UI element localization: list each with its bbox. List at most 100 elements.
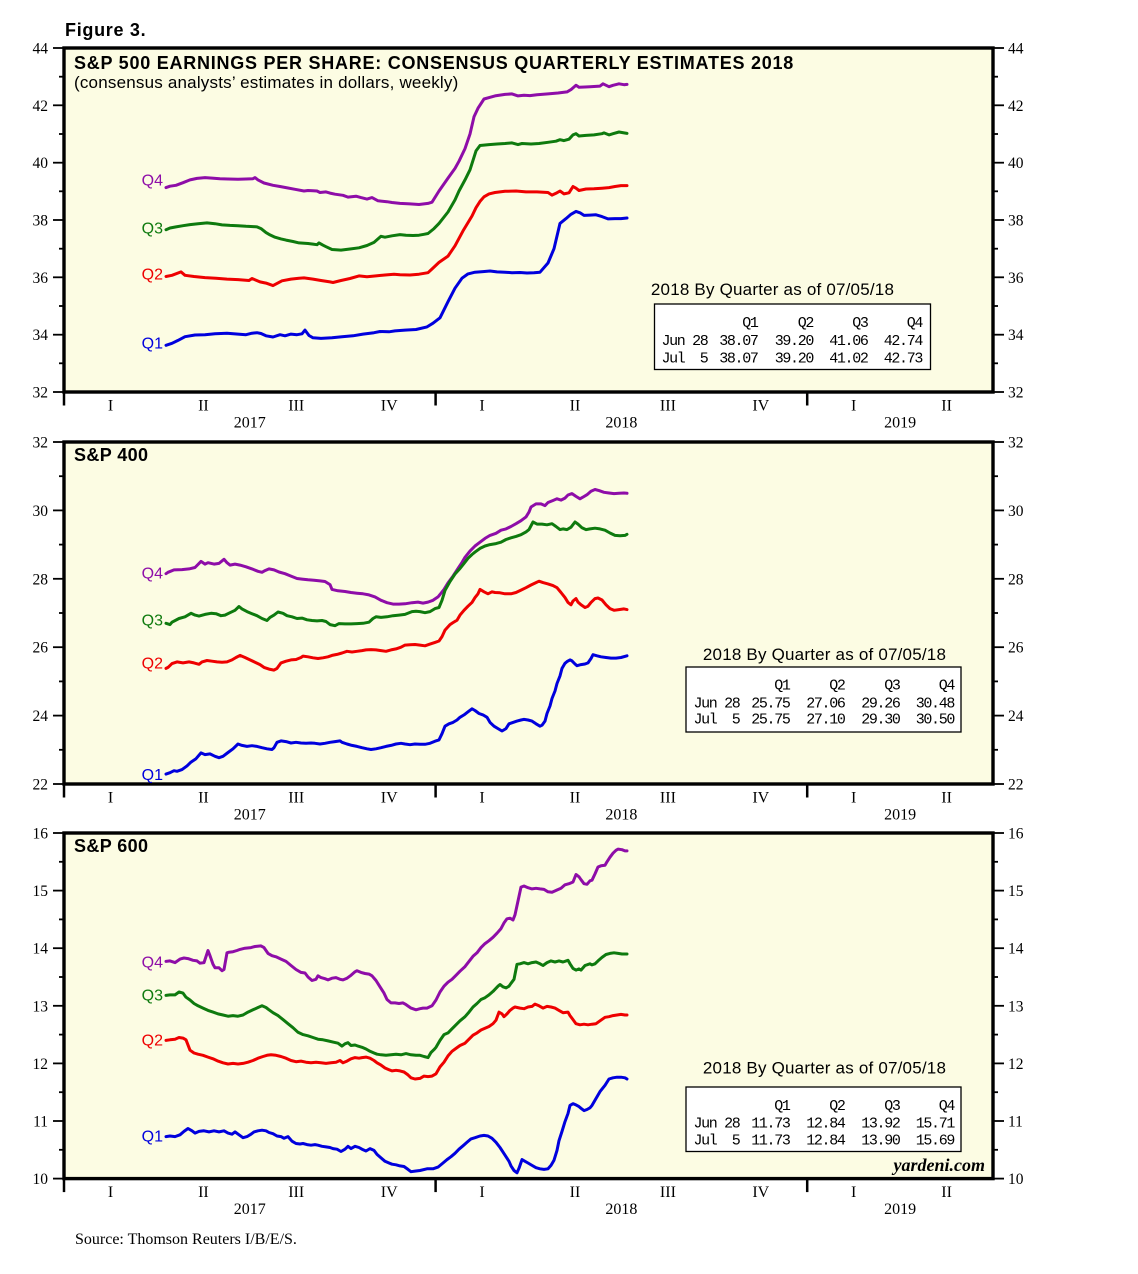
svg-text:44: 44 (1008, 41, 1024, 58)
svg-text:39.20: 39.20 (775, 351, 815, 368)
svg-text:Q3: Q3 (142, 988, 163, 1005)
svg-text:Jun 28: Jun 28 (694, 696, 741, 713)
svg-text:15: 15 (1008, 883, 1024, 900)
svg-text:I: I (479, 790, 484, 807)
svg-text:2018 By Quarter as of 07/05/18: 2018 By Quarter as of 07/05/18 (703, 645, 946, 664)
svg-text:IV: IV (381, 790, 398, 807)
svg-text:12.84: 12.84 (806, 1133, 846, 1150)
svg-text:IV: IV (752, 1184, 769, 1201)
svg-text:II: II (198, 790, 209, 807)
svg-text:15.71: 15.71 (916, 1116, 956, 1133)
svg-text:15.69: 15.69 (916, 1133, 955, 1150)
svg-text:12: 12 (33, 1056, 49, 1073)
svg-text:S&P 500 EARNINGS PER SHARE: CO: S&P 500 EARNINGS PER SHARE: CONSENSUS QU… (74, 53, 794, 73)
svg-text:32: 32 (1008, 385, 1024, 402)
svg-text:II: II (570, 790, 581, 807)
svg-text:29.26: 29.26 (861, 696, 901, 713)
svg-text:I: I (108, 1184, 113, 1201)
svg-text:22: 22 (1008, 777, 1024, 794)
svg-text:2017: 2017 (234, 1201, 266, 1218)
svg-text:42: 42 (33, 98, 49, 115)
svg-text:2017: 2017 (234, 415, 266, 432)
svg-text:11.73: 11.73 (751, 1116, 791, 1133)
svg-text:13.92: 13.92 (861, 1116, 900, 1133)
svg-text:Jul 5: Jul 5 (662, 351, 709, 368)
svg-text:2018 By Quarter as of 07/05/18: 2018 By Quarter as of 07/05/18 (703, 1059, 946, 1078)
svg-text:Q2: Q2 (798, 315, 814, 332)
svg-text:16: 16 (33, 826, 49, 843)
svg-text:I: I (851, 790, 856, 807)
svg-text:41.02: 41.02 (829, 351, 868, 368)
svg-text:Q4: Q4 (939, 1098, 956, 1115)
svg-text:30: 30 (33, 503, 49, 520)
svg-text:10: 10 (33, 1171, 49, 1188)
svg-text:30: 30 (1008, 503, 1024, 520)
svg-text:Q1: Q1 (142, 336, 163, 353)
svg-text:Q3: Q3 (884, 1098, 901, 1115)
svg-text:Q2: Q2 (829, 1098, 845, 1115)
svg-text:Q1: Q1 (774, 678, 791, 695)
svg-text:11: 11 (33, 1114, 48, 1131)
svg-text:25.75: 25.75 (751, 696, 791, 713)
svg-text:Q3: Q3 (142, 613, 163, 630)
svg-text:22: 22 (33, 777, 49, 794)
svg-text:Q2: Q2 (142, 656, 163, 673)
svg-text:2018: 2018 (605, 415, 637, 432)
svg-text:2019: 2019 (884, 807, 916, 824)
svg-text:II: II (941, 398, 952, 415)
svg-text:30.48: 30.48 (916, 696, 956, 713)
svg-text:13: 13 (1008, 998, 1024, 1015)
svg-text:24: 24 (33, 708, 49, 725)
svg-text:12.84: 12.84 (806, 1116, 846, 1133)
svg-text:11: 11 (1008, 1114, 1023, 1131)
svg-text:Figure 3.: Figure 3. (65, 20, 146, 40)
svg-text:Q1: Q1 (142, 767, 163, 784)
svg-text:II: II (570, 398, 581, 415)
svg-text:II: II (941, 790, 952, 807)
svg-text:Q4: Q4 (939, 678, 956, 695)
svg-text:36: 36 (1008, 270, 1024, 287)
svg-text:14: 14 (33, 941, 49, 958)
svg-text:II: II (941, 1184, 952, 1201)
svg-text:34: 34 (1008, 327, 1024, 344)
svg-text:I: I (108, 398, 113, 415)
svg-text:2018 By Quarter as of 07/05/18: 2018 By Quarter as of 07/05/18 (651, 280, 894, 299)
svg-text:38: 38 (1008, 213, 1024, 230)
svg-text:40: 40 (33, 155, 49, 172)
svg-text:30.50: 30.50 (916, 712, 956, 729)
svg-text:27.10: 27.10 (806, 712, 846, 729)
svg-text:26: 26 (1008, 640, 1024, 657)
svg-text:IV: IV (381, 398, 398, 415)
svg-text:32: 32 (1008, 435, 1024, 452)
svg-text:S&P 400: S&P 400 (74, 445, 148, 465)
svg-text:Q4: Q4 (907, 315, 924, 332)
svg-text:34: 34 (33, 327, 49, 344)
svg-text:IV: IV (752, 398, 769, 415)
svg-text:I: I (851, 1184, 856, 1201)
svg-text:III: III (288, 1184, 304, 1201)
svg-text:I: I (108, 790, 113, 807)
svg-text:27.06: 27.06 (806, 696, 846, 713)
svg-text:II: II (198, 398, 209, 415)
svg-text:I: I (479, 1184, 484, 1201)
svg-text:yardeni.com: yardeni.com (892, 1155, 986, 1175)
svg-text:28: 28 (1008, 571, 1024, 588)
svg-text:II: II (570, 1184, 581, 1201)
svg-text:Jul 5: Jul 5 (694, 1133, 741, 1150)
svg-text:Q1: Q1 (774, 1098, 791, 1115)
svg-text:42: 42 (1008, 98, 1024, 115)
svg-text:26: 26 (33, 640, 49, 657)
svg-text:36: 36 (33, 270, 49, 287)
svg-text:38.07: 38.07 (719, 333, 758, 350)
svg-text:III: III (288, 398, 304, 415)
svg-text:I: I (479, 398, 484, 415)
svg-text:II: II (198, 1184, 209, 1201)
svg-text:Q4: Q4 (142, 566, 163, 583)
svg-text:Q1: Q1 (742, 315, 759, 332)
svg-text:32: 32 (33, 435, 49, 452)
svg-text:13.90: 13.90 (861, 1133, 901, 1150)
svg-text:14: 14 (1008, 941, 1024, 958)
svg-text:S&P 600: S&P 600 (74, 836, 148, 856)
svg-text:Q4: Q4 (142, 173, 163, 190)
svg-text:2017: 2017 (234, 807, 266, 824)
